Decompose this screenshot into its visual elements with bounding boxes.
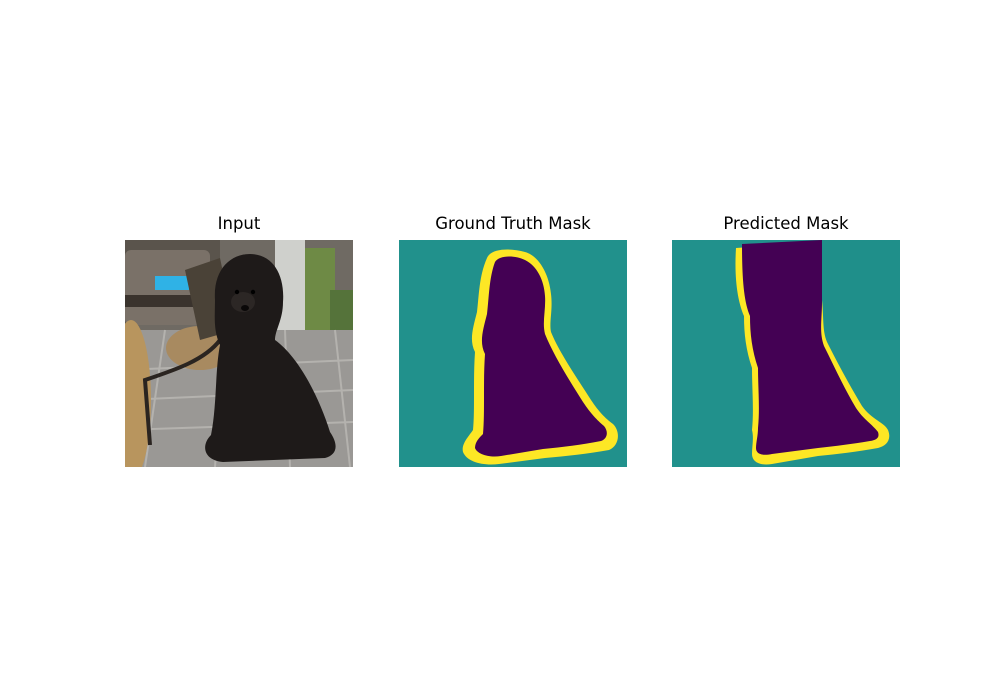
input-title: Input	[217, 214, 261, 233]
ground-truth-panel: Ground Truth Mask	[399, 214, 627, 467]
gt-foreground-region	[475, 256, 607, 457]
ground-truth-mask	[399, 240, 627, 467]
pred-background-region-right	[822, 240, 900, 340]
input-photo	[125, 240, 353, 467]
pred-foreground-region	[742, 240, 879, 455]
predicted-panel: Predicted Mask	[672, 214, 900, 467]
input-panel: Input	[125, 214, 353, 467]
predicted-mask	[672, 240, 900, 467]
ground-truth-title: Ground Truth Mask	[435, 214, 591, 233]
predicted-title: Predicted Mask	[723, 214, 849, 233]
